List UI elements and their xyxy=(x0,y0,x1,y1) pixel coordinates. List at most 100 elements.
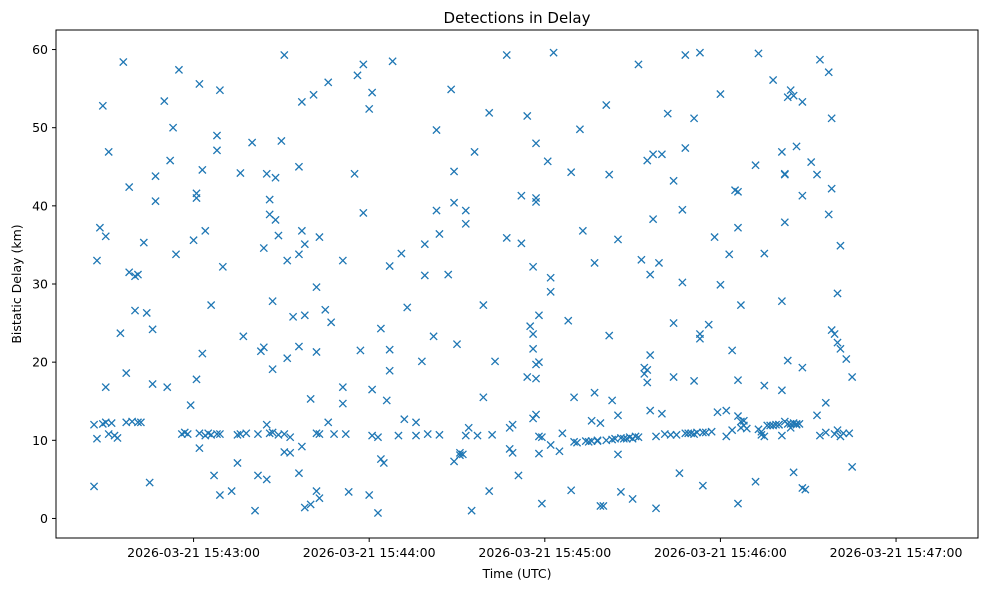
data-point xyxy=(602,100,611,110)
data-point xyxy=(590,388,599,397)
data-point xyxy=(306,500,315,509)
data-point xyxy=(651,504,661,513)
data-point xyxy=(634,60,643,69)
data-point xyxy=(807,158,816,167)
data-point xyxy=(233,458,242,468)
data-point xyxy=(215,490,224,500)
data-point xyxy=(733,412,743,421)
data-point xyxy=(330,429,339,439)
data-point xyxy=(798,191,807,200)
data-point xyxy=(777,431,786,440)
data-point xyxy=(646,351,655,360)
data-point xyxy=(599,501,608,511)
data-point xyxy=(795,419,804,428)
data-point xyxy=(613,450,623,459)
data-point xyxy=(233,430,242,439)
data-point xyxy=(596,419,605,428)
data-point xyxy=(733,376,743,385)
data-point xyxy=(212,146,222,155)
data-point xyxy=(690,376,699,385)
data-point xyxy=(186,401,195,410)
data-point xyxy=(450,167,459,176)
data-point xyxy=(827,326,836,335)
data-point xyxy=(537,499,546,508)
data-point xyxy=(280,50,289,60)
data-point xyxy=(733,223,743,232)
data-point xyxy=(637,255,646,264)
data-point xyxy=(605,170,614,179)
data-point xyxy=(169,123,178,132)
data-point xyxy=(218,262,227,271)
data-point xyxy=(821,428,830,437)
data-point xyxy=(461,431,470,440)
data-point xyxy=(458,450,467,459)
data-point xyxy=(160,97,169,106)
data-point xyxy=(833,289,842,298)
data-point xyxy=(236,168,245,178)
data-point xyxy=(526,322,535,331)
data-point xyxy=(798,97,807,106)
data-point xyxy=(534,432,544,441)
data-point xyxy=(444,270,453,279)
data-point xyxy=(379,458,388,468)
data-point xyxy=(736,417,745,426)
data-point xyxy=(657,409,666,418)
data-point xyxy=(212,429,222,439)
data-point xyxy=(397,249,406,258)
data-point xyxy=(733,187,743,196)
data-point xyxy=(769,75,778,85)
data-point xyxy=(195,79,204,88)
data-point xyxy=(201,226,210,235)
data-point xyxy=(798,363,807,372)
data-point xyxy=(649,215,658,224)
data-point xyxy=(452,340,462,349)
data-points xyxy=(89,48,857,518)
data-point xyxy=(815,55,825,64)
data-point xyxy=(833,338,842,347)
data-point xyxy=(830,429,839,439)
data-point xyxy=(815,431,825,440)
data-point xyxy=(608,396,617,405)
data-point xyxy=(265,195,274,204)
data-point xyxy=(608,435,617,444)
data-point xyxy=(388,57,397,66)
y-tick-label: 20 xyxy=(32,355,48,370)
data-point xyxy=(192,375,201,384)
data-point xyxy=(587,416,596,425)
data-point xyxy=(239,332,248,341)
data-point xyxy=(529,344,538,353)
x-tick-label: 2026-03-21 15:47:00 xyxy=(830,545,963,560)
data-point xyxy=(130,306,140,315)
data-point xyxy=(824,68,833,77)
data-point xyxy=(368,431,377,440)
x-tick-label: 2026-03-21 15:43:00 xyxy=(127,545,260,560)
data-point xyxy=(312,347,321,357)
data-point xyxy=(315,233,324,242)
data-point xyxy=(690,114,699,123)
data-point xyxy=(596,501,605,511)
data-point xyxy=(824,210,833,219)
data-point xyxy=(616,487,625,496)
data-point xyxy=(92,256,102,265)
data-point xyxy=(464,423,473,432)
data-point xyxy=(722,406,731,415)
data-point xyxy=(341,429,350,439)
y-axis-ticks: 0 10 20 30 40 50 60 xyxy=(32,42,56,526)
data-point xyxy=(253,471,263,480)
data-point xyxy=(575,125,584,134)
data-point xyxy=(780,218,789,227)
data-point xyxy=(546,440,555,450)
data-point xyxy=(777,386,786,395)
data-point xyxy=(546,273,555,282)
data-point xyxy=(508,420,517,429)
data-point xyxy=(365,490,374,500)
y-tick-label: 10 xyxy=(32,433,48,448)
data-point xyxy=(356,346,365,355)
data-point xyxy=(821,398,830,407)
data-point xyxy=(669,319,678,328)
data-point xyxy=(760,381,769,390)
x-axis-label: Time (UTC) xyxy=(481,566,551,581)
data-point xyxy=(139,238,148,247)
data-point xyxy=(681,50,690,60)
data-point xyxy=(833,426,842,435)
